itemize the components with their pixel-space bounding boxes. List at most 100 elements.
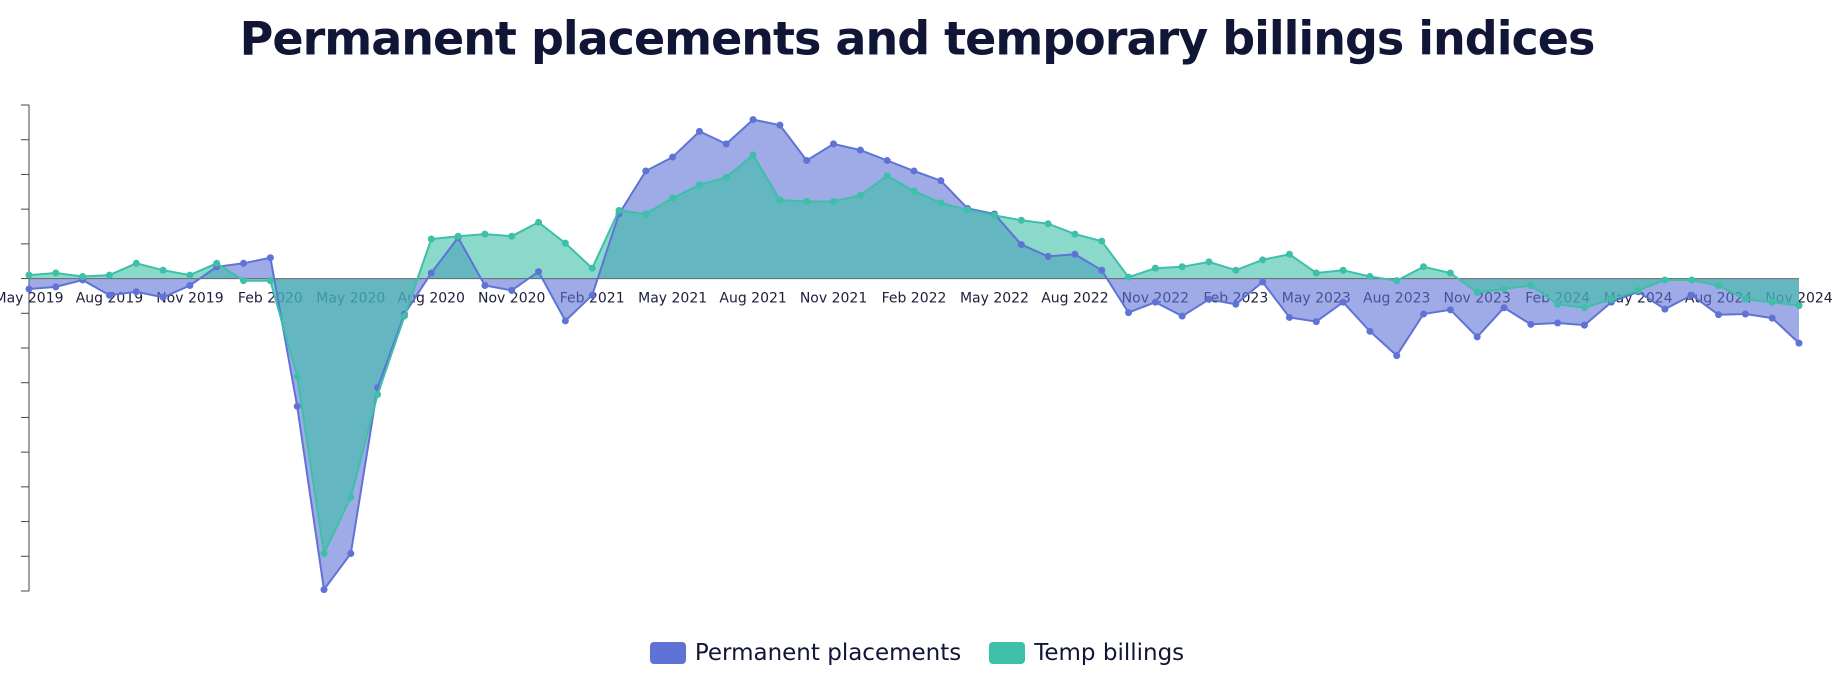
point: [25, 285, 33, 293]
point: [1178, 263, 1186, 271]
point: [937, 199, 945, 207]
point: [535, 218, 543, 226]
point: [776, 196, 784, 204]
point: [1232, 266, 1240, 274]
point: [588, 264, 596, 272]
point: [856, 146, 864, 154]
point: [1125, 309, 1133, 317]
point: [240, 259, 248, 267]
point: [454, 232, 462, 240]
point: [1661, 305, 1669, 313]
point: [1393, 352, 1401, 360]
point: [1205, 295, 1213, 303]
point: [1178, 312, 1186, 320]
area: [29, 155, 1799, 554]
legend-label: Permanent placements: [694, 640, 962, 666]
point: [186, 282, 194, 290]
point: [1420, 263, 1428, 271]
point: [830, 140, 838, 148]
legend-label: Temp billings: [1034, 640, 1185, 666]
point: [266, 254, 274, 262]
point: [883, 172, 891, 180]
point: [1607, 295, 1615, 303]
point: [186, 271, 194, 279]
x-tick-label: Feb 2022: [882, 291, 947, 307]
point: [374, 391, 382, 399]
point: [1339, 298, 1347, 306]
point: [1205, 258, 1213, 266]
point: [1339, 266, 1347, 274]
point: [1688, 291, 1696, 299]
point: [1044, 252, 1052, 260]
point: [803, 198, 811, 206]
legend-swatch: [649, 642, 686, 664]
point: [481, 230, 489, 238]
point: [561, 317, 569, 325]
point: [990, 211, 998, 219]
point: [508, 286, 516, 294]
point: [722, 140, 730, 148]
point: [615, 207, 623, 215]
point: [1527, 282, 1535, 290]
point: [856, 191, 864, 199]
point: [1580, 304, 1588, 312]
x-tick-label: Nov 2021: [800, 291, 867, 307]
point: [105, 291, 113, 299]
point: [561, 239, 569, 247]
point: [1634, 286, 1642, 294]
point: [25, 271, 33, 279]
point: [1795, 302, 1803, 310]
point: [1446, 269, 1454, 277]
point: [240, 277, 248, 285]
point: [1259, 278, 1267, 286]
x-tick-label: May 2021: [638, 291, 707, 307]
point: [1420, 310, 1428, 318]
point: [937, 177, 945, 185]
x-tick-label: May 2022: [960, 291, 1029, 307]
point: [642, 167, 650, 175]
point: [1366, 272, 1374, 280]
point: [159, 293, 167, 301]
point: [1446, 306, 1454, 314]
point: [105, 271, 113, 279]
point: [508, 232, 516, 240]
point: [1285, 250, 1293, 258]
point: [1017, 241, 1025, 249]
point: [910, 167, 918, 175]
point: [642, 210, 650, 218]
point: [1044, 220, 1052, 228]
point: [535, 268, 543, 276]
point: [400, 312, 408, 320]
point: [1151, 264, 1159, 272]
point: [910, 187, 918, 195]
point: [669, 153, 677, 161]
legend-item: Permanent placements: [649, 640, 962, 666]
point: [588, 291, 596, 299]
point: [722, 173, 730, 181]
point: [1661, 276, 1669, 284]
point: [1768, 298, 1776, 306]
point: [1312, 269, 1320, 277]
point: [1500, 304, 1508, 312]
point: [1688, 276, 1696, 284]
point: [749, 116, 757, 124]
point: [320, 550, 328, 558]
point: [1554, 319, 1562, 327]
point: [266, 277, 274, 285]
point: [1098, 266, 1106, 274]
point: [1554, 300, 1562, 308]
x-tick-label: May 2019: [0, 291, 64, 307]
point: [213, 259, 221, 267]
point: [1795, 339, 1803, 347]
point: [1715, 311, 1723, 319]
point: [132, 259, 140, 267]
point: [695, 181, 703, 189]
point: [964, 206, 972, 214]
point: [320, 586, 328, 594]
point: [1366, 327, 1374, 335]
point: [52, 269, 60, 277]
point: [669, 194, 677, 202]
point: [1500, 285, 1508, 293]
point: [1098, 237, 1106, 245]
